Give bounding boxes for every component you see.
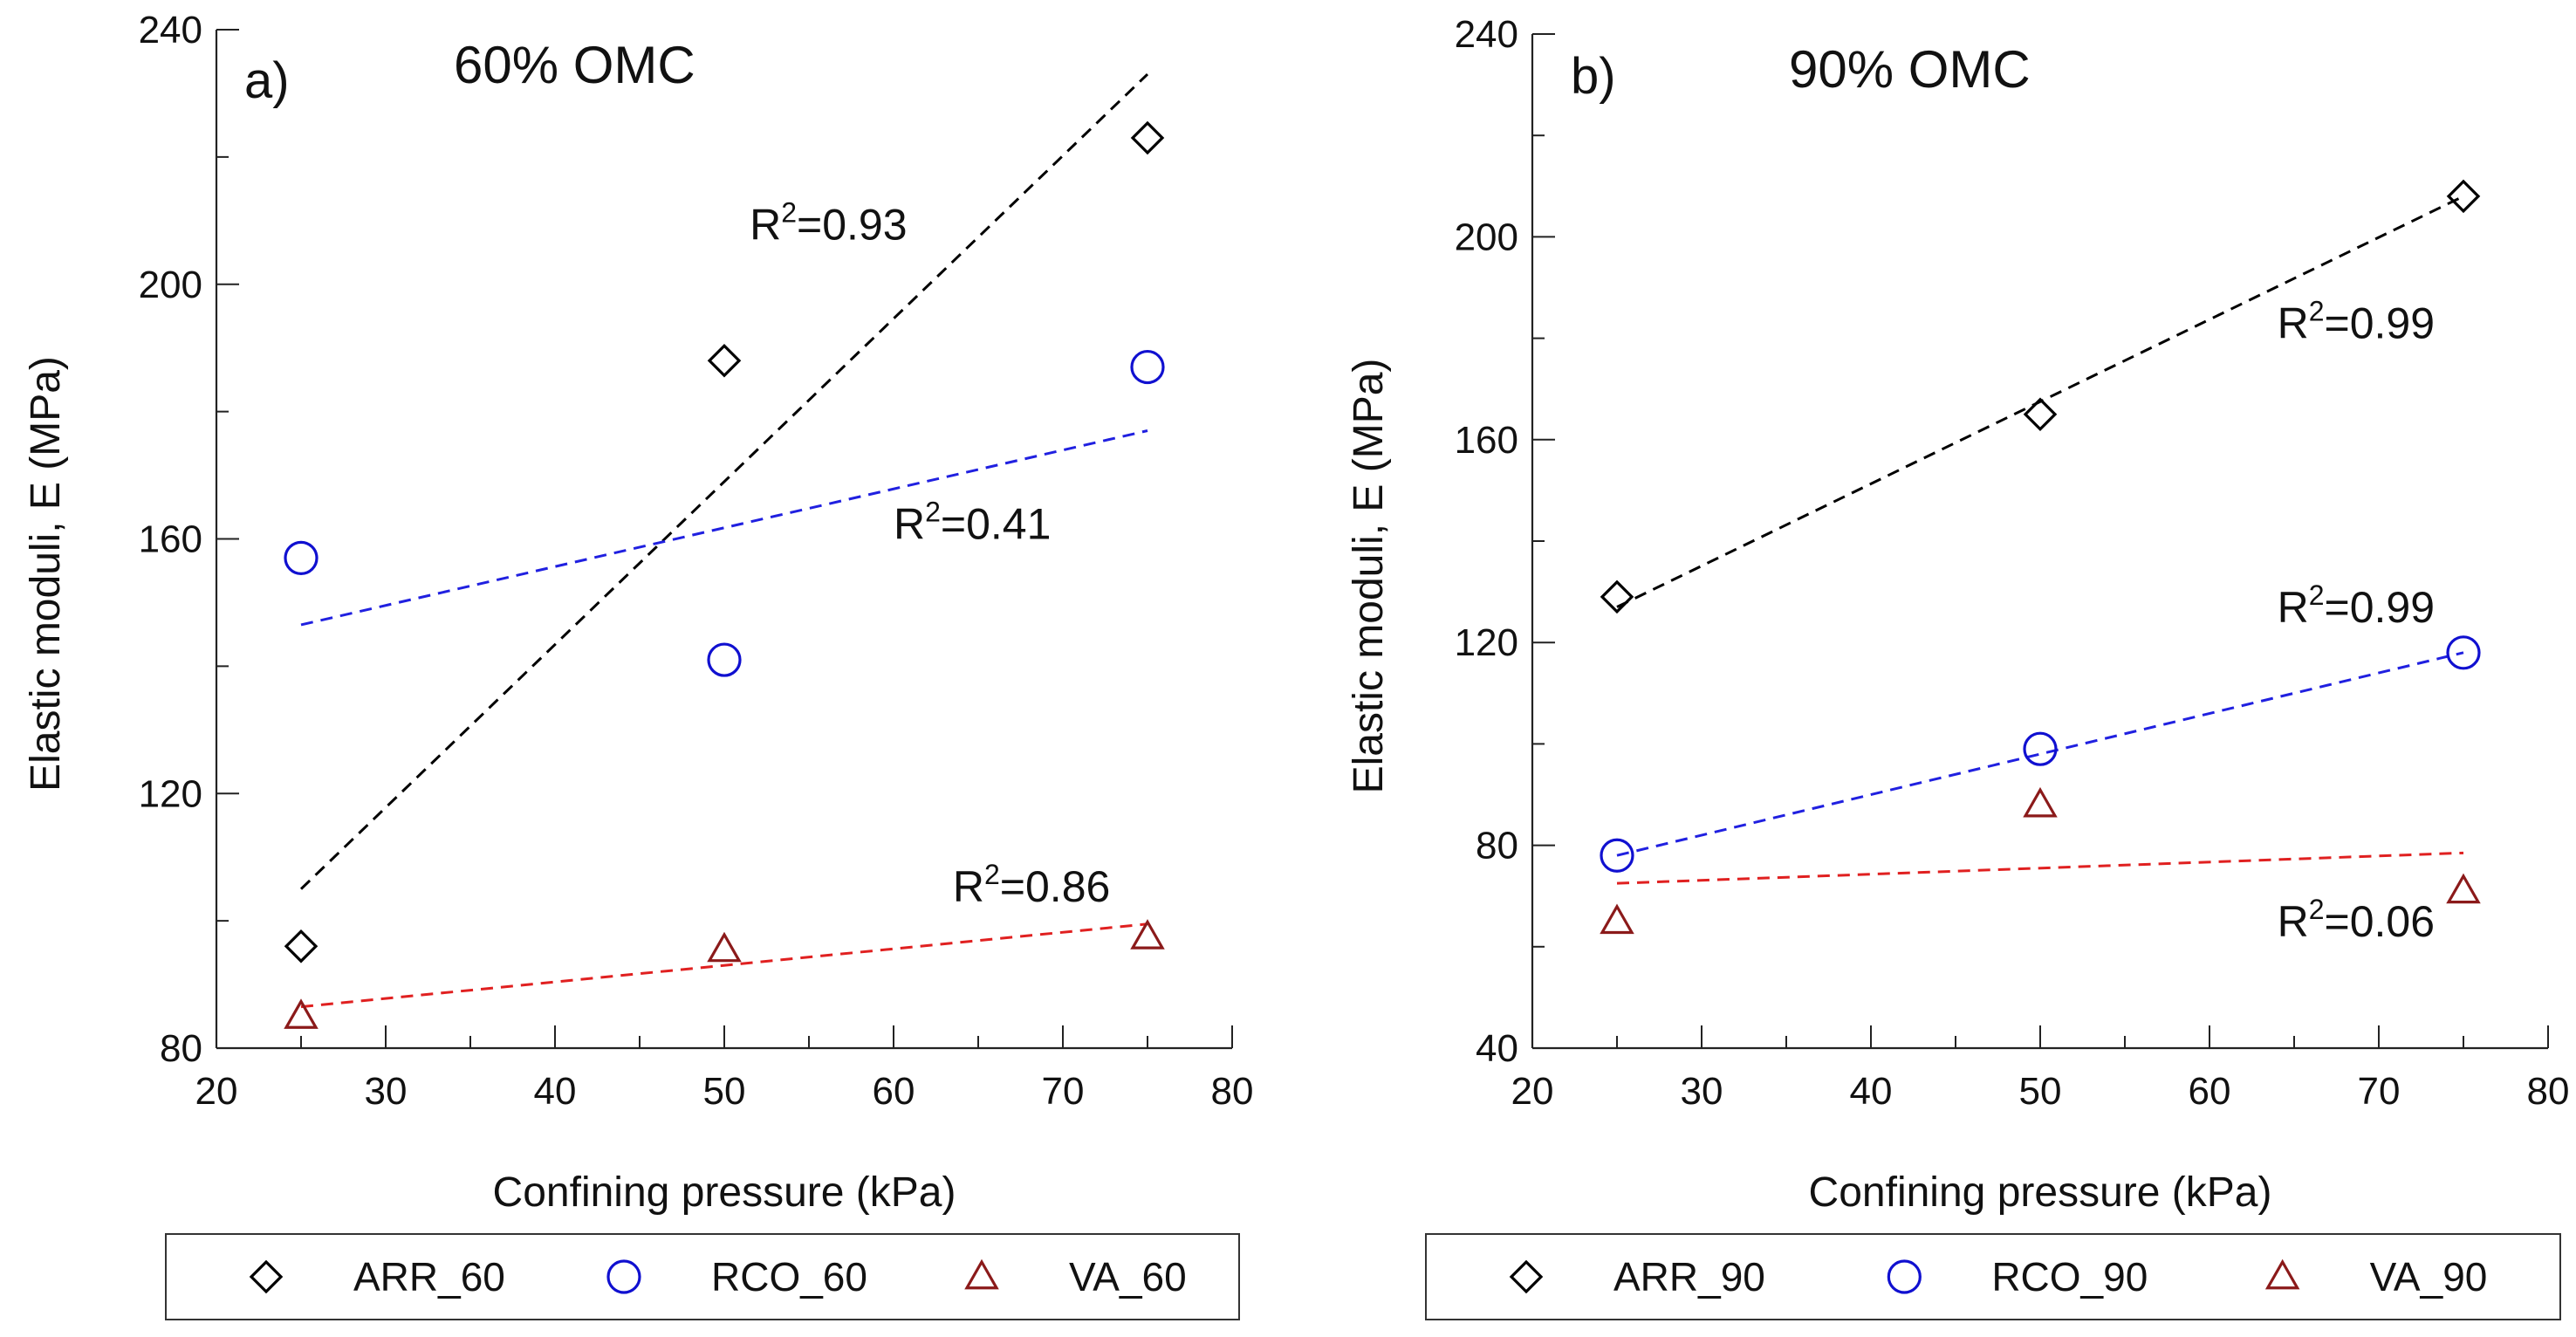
x-tick-label: 70 [2358, 1070, 2401, 1113]
legend-marker [2264, 1258, 2300, 1290]
y-tick-label: 200 [139, 264, 202, 306]
chart-panel-1: 20 30 40 50 60 70 80 80 120 160 200 240 Confining pr… [23, 9, 1253, 1320]
data-point [2023, 731, 2058, 766]
trend-line [1616, 195, 2464, 608]
trend-line [1616, 651, 2464, 857]
x-tick-label: 70 [1042, 1070, 1085, 1113]
chart-title: 90% OMC [1789, 40, 2031, 99]
legend-label: RCO_60 [711, 1254, 867, 1299]
chart-title: 60% OMC [454, 36, 695, 94]
x-tick-label: 50 [2019, 1070, 2062, 1113]
data-point [284, 998, 319, 1029]
data-point [1600, 838, 1634, 873]
legend-marker [1509, 1259, 1544, 1294]
series-VA_90: R2=0.06 [1600, 786, 2481, 946]
x-axis-title: Confining pressure (kPa) [493, 1169, 956, 1216]
x-tick-label: 30 [365, 1070, 408, 1113]
y-tick-label: 120 [1455, 621, 1518, 664]
data-point [707, 344, 742, 378]
y-axis-title: Elastic moduli, E (MPa) [1346, 359, 1392, 794]
r-squared-label: R2=0.99 [2278, 579, 2435, 632]
y-tick-label: 80 [160, 1027, 202, 1070]
x-tick-label: 60 [873, 1070, 915, 1113]
y-tick-label: 40 [1476, 1027, 1518, 1070]
r-squared-label: R2=0.99 [2278, 296, 2435, 348]
x-tick-label: 40 [1850, 1070, 1893, 1113]
y-tick-label: 120 [139, 772, 202, 815]
data-point [2023, 786, 2058, 818]
legend: ARR_60 RCO_60 VA_60 [165, 1233, 1240, 1320]
trend-line [300, 429, 1148, 627]
y-tick-label: 240 [1455, 13, 1518, 56]
series-ARR_60: R2=0.93 [284, 72, 1165, 963]
panel-label: b) [1571, 48, 1616, 105]
legend-marker [606, 1259, 641, 1294]
y-tick-label: 200 [1455, 216, 1518, 258]
series-VA_60: R2=0.86 [284, 859, 1165, 1029]
series-RCO_90: R2=0.99 [1600, 579, 2481, 873]
legend-label: ARR_60 [353, 1254, 505, 1299]
y-tick-label: 80 [1476, 825, 1518, 867]
data-point [707, 642, 742, 677]
data-point [2446, 635, 2481, 670]
legend-marker [1887, 1259, 1922, 1294]
x-tick-label: 30 [1681, 1070, 1723, 1113]
data-point [2446, 179, 2481, 214]
x-axis-title: Confining pressure (kPa) [1809, 1169, 2272, 1216]
x-tick-label: 80 [2527, 1070, 2570, 1113]
legend-box [1425, 1233, 2561, 1320]
panel-label: a) [244, 52, 290, 109]
legend-marker [964, 1258, 999, 1290]
x-tick-label: 20 [195, 1070, 238, 1113]
legend-label: ARR_90 [1613, 1254, 1765, 1299]
y-tick-label: 240 [139, 9, 202, 51]
data-point [1130, 120, 1165, 155]
legend-label: VA_60 [1069, 1254, 1187, 1299]
x-tick-label: 60 [2189, 1070, 2231, 1113]
x-tick-label: 50 [703, 1070, 746, 1113]
data-point [1600, 579, 1634, 614]
y-tick-label: 160 [1455, 419, 1518, 462]
r-squared-label: R2=0.06 [2278, 894, 2435, 946]
x-tick-label: 20 [1511, 1070, 1554, 1113]
data-point [1600, 903, 1634, 935]
legend: ARR_90 RCO_90 VA_90 [1425, 1233, 2561, 1320]
r-squared-label: R2=0.41 [894, 497, 1051, 549]
data-point [1130, 919, 1165, 950]
trend-line [1616, 851, 2464, 885]
chart-panel-2: 20 30 40 50 60 70 80 40 80 120 160 200 240 Confining … [1346, 13, 2569, 1320]
legend-box [165, 1233, 1240, 1320]
legend-marker [249, 1259, 284, 1294]
x-tick-label: 40 [534, 1070, 577, 1113]
data-point [707, 931, 742, 963]
r-squared-label: R2=0.93 [750, 197, 907, 250]
series-ARR_90: R2=0.99 [1600, 179, 2481, 614]
data-point [1130, 349, 1165, 385]
trend-line [300, 922, 1148, 1009]
x-tick-label: 80 [1211, 1070, 1254, 1113]
y-tick-label: 160 [139, 518, 202, 561]
series-RCO_60: R2=0.41 [284, 349, 1165, 677]
trend-line [299, 72, 1149, 890]
r-squared-label: R2=0.86 [953, 859, 1110, 911]
y-axis-title: Elastic moduli, E (MPa) [23, 356, 69, 792]
legend-label: RCO_90 [1991, 1254, 2148, 1299]
data-point [284, 929, 319, 963]
data-point [284, 540, 319, 575]
data-point [2446, 873, 2481, 904]
data-point [2023, 397, 2058, 432]
legend-label: VA_90 [2370, 1254, 2488, 1299]
